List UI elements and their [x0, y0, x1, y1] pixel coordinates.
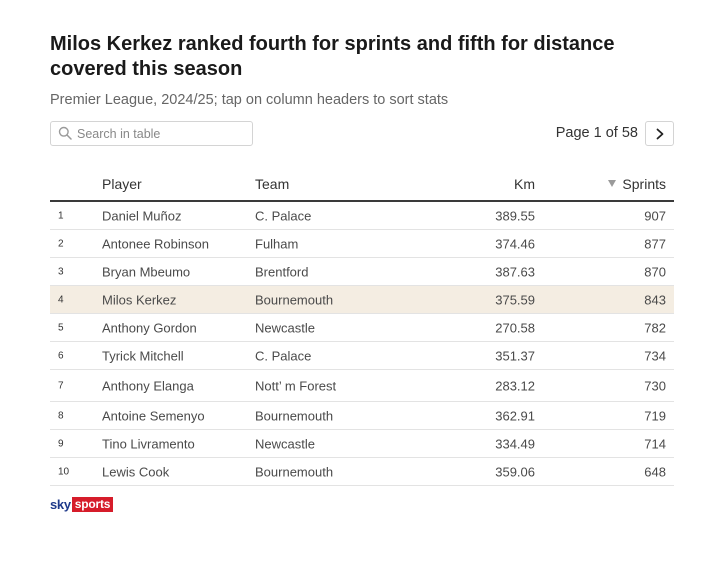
rank-cell: 1	[58, 210, 64, 221]
km-cell: 270.58	[495, 320, 535, 335]
table-row: 8 Antoine Semenyo Bournemouth 362.91 719	[50, 402, 674, 430]
team-cell: Newcastle	[255, 436, 315, 451]
km-cell: 389.55	[495, 208, 535, 223]
column-header-team[interactable]: Team	[255, 176, 290, 192]
team-cell: C. Palace	[255, 208, 312, 223]
table-row: 10 Lewis Cook Bournemouth 359.06 648	[50, 458, 674, 486]
team-cell: Newcastle	[255, 320, 315, 335]
search-input[interactable]	[77, 125, 247, 142]
player-cell: Daniel Muñoz	[102, 208, 182, 223]
table-row: 5 Anthony Gordon Newcastle 270.58 782	[50, 314, 674, 342]
team-cell: Bournemouth	[255, 408, 334, 423]
rank-cell: 7	[58, 380, 64, 391]
table-row: 9 Tino Livramento Newcastle 334.49 714	[50, 430, 674, 458]
rank-cell: 6	[58, 350, 64, 361]
km-cell: 359.06	[495, 464, 535, 479]
km-cell: 351.37	[495, 348, 535, 363]
team-cell: Bournemouth	[255, 292, 334, 307]
player-cell: Antoine Semenyo	[102, 408, 205, 423]
player-cell: Antonee Robinson	[102, 236, 209, 251]
table-row: 3 Bryan Mbeumo Brentford 387.63 870	[50, 258, 674, 286]
sprints-cell: 648	[644, 464, 666, 479]
sprints-cell: 734	[644, 348, 666, 363]
stats-table: Player Team Km Sprints 1 Daniel Muñoz C. P…	[50, 170, 674, 486]
table-header: Player Team Km Sprints	[50, 170, 674, 202]
logo-sports-text: sports	[71, 496, 114, 512]
table-row: 2 Antonee Robinson Fulham 374.46 877	[50, 230, 674, 258]
team-cell: Bournemouth	[255, 464, 334, 479]
chevron-right-icon	[656, 128, 664, 140]
rank-cell: 8	[58, 410, 64, 421]
sort-descending-icon	[608, 180, 617, 187]
rank-cell: 3	[58, 266, 64, 277]
logo-sky-text: sky	[50, 496, 71, 512]
page-indicator: Page 1 of 58	[555, 125, 638, 141]
km-cell: 283.12	[495, 378, 535, 393]
column-header-km[interactable]: Km	[514, 176, 535, 192]
player-cell: Bryan Mbeumo	[102, 264, 191, 279]
rank-cell: 5	[58, 322, 64, 333]
search-icon	[58, 126, 72, 140]
player-cell: Anthony Elanga	[102, 378, 194, 393]
km-cell: 334.49	[495, 436, 535, 451]
sprints-cell: 782	[644, 320, 666, 335]
search-box[interactable]	[50, 121, 253, 146]
column-header-sprints-label: Sprints	[622, 176, 666, 192]
rank-cell: 2	[58, 238, 64, 249]
rank-cell: 10	[58, 466, 70, 477]
chart-title: Milos Kerkez ranked fourth for sprints a…	[50, 33, 615, 80]
rank-cell: 9	[58, 438, 64, 449]
sprints-cell: 719	[644, 408, 666, 423]
sprints-cell: 843	[644, 292, 666, 307]
next-page-button[interactable]	[645, 121, 674, 146]
sprints-cell: 870	[644, 264, 666, 279]
table-row: 4 Milos Kerkez Bournemouth 375.59 843	[50, 286, 674, 314]
sprints-cell: 877	[644, 236, 666, 251]
player-cell: Lewis Cook	[102, 464, 170, 479]
sprints-cell: 714	[644, 436, 666, 451]
km-cell: 362.91	[495, 408, 535, 423]
sprints-cell: 907	[644, 208, 666, 223]
team-cell: Brentford	[255, 264, 309, 279]
column-header-sprints[interactable]: Sprints	[608, 176, 666, 192]
rank-cell: 4	[58, 294, 64, 305]
player-cell: Tino Livramento	[102, 436, 195, 451]
table-body: 1 Daniel Muñoz C. Palace 389.55 907 2 Antonee …	[50, 202, 674, 486]
column-header-player[interactable]: Player	[102, 176, 142, 192]
table-row: 1 Daniel Muñoz C. Palace 389.55 907	[50, 202, 674, 230]
team-cell: C. Palace	[255, 348, 312, 363]
player-cell: Milos Kerkez	[102, 292, 177, 307]
chart-subtitle: Premier League, 2024/25; tap on column h…	[50, 92, 449, 108]
sprints-cell: 730	[644, 378, 666, 393]
player-cell: Anthony Gordon	[102, 320, 197, 335]
player-cell: Tyrick Mitchell	[102, 348, 184, 363]
km-cell: 374.46	[495, 236, 535, 251]
team-cell: Nott’ m Forest	[255, 378, 337, 393]
km-cell: 387.63	[495, 264, 535, 279]
sky-sports-logo: sky sports	[50, 496, 114, 512]
table-row: 6 Tyrick Mitchell C. Palace 351.37 734	[50, 342, 674, 370]
km-cell: 375.59	[495, 292, 535, 307]
table-row: 7 Anthony Elanga Nott’ m Forest 283.12 730	[50, 370, 674, 402]
team-cell: Fulham	[255, 236, 299, 251]
